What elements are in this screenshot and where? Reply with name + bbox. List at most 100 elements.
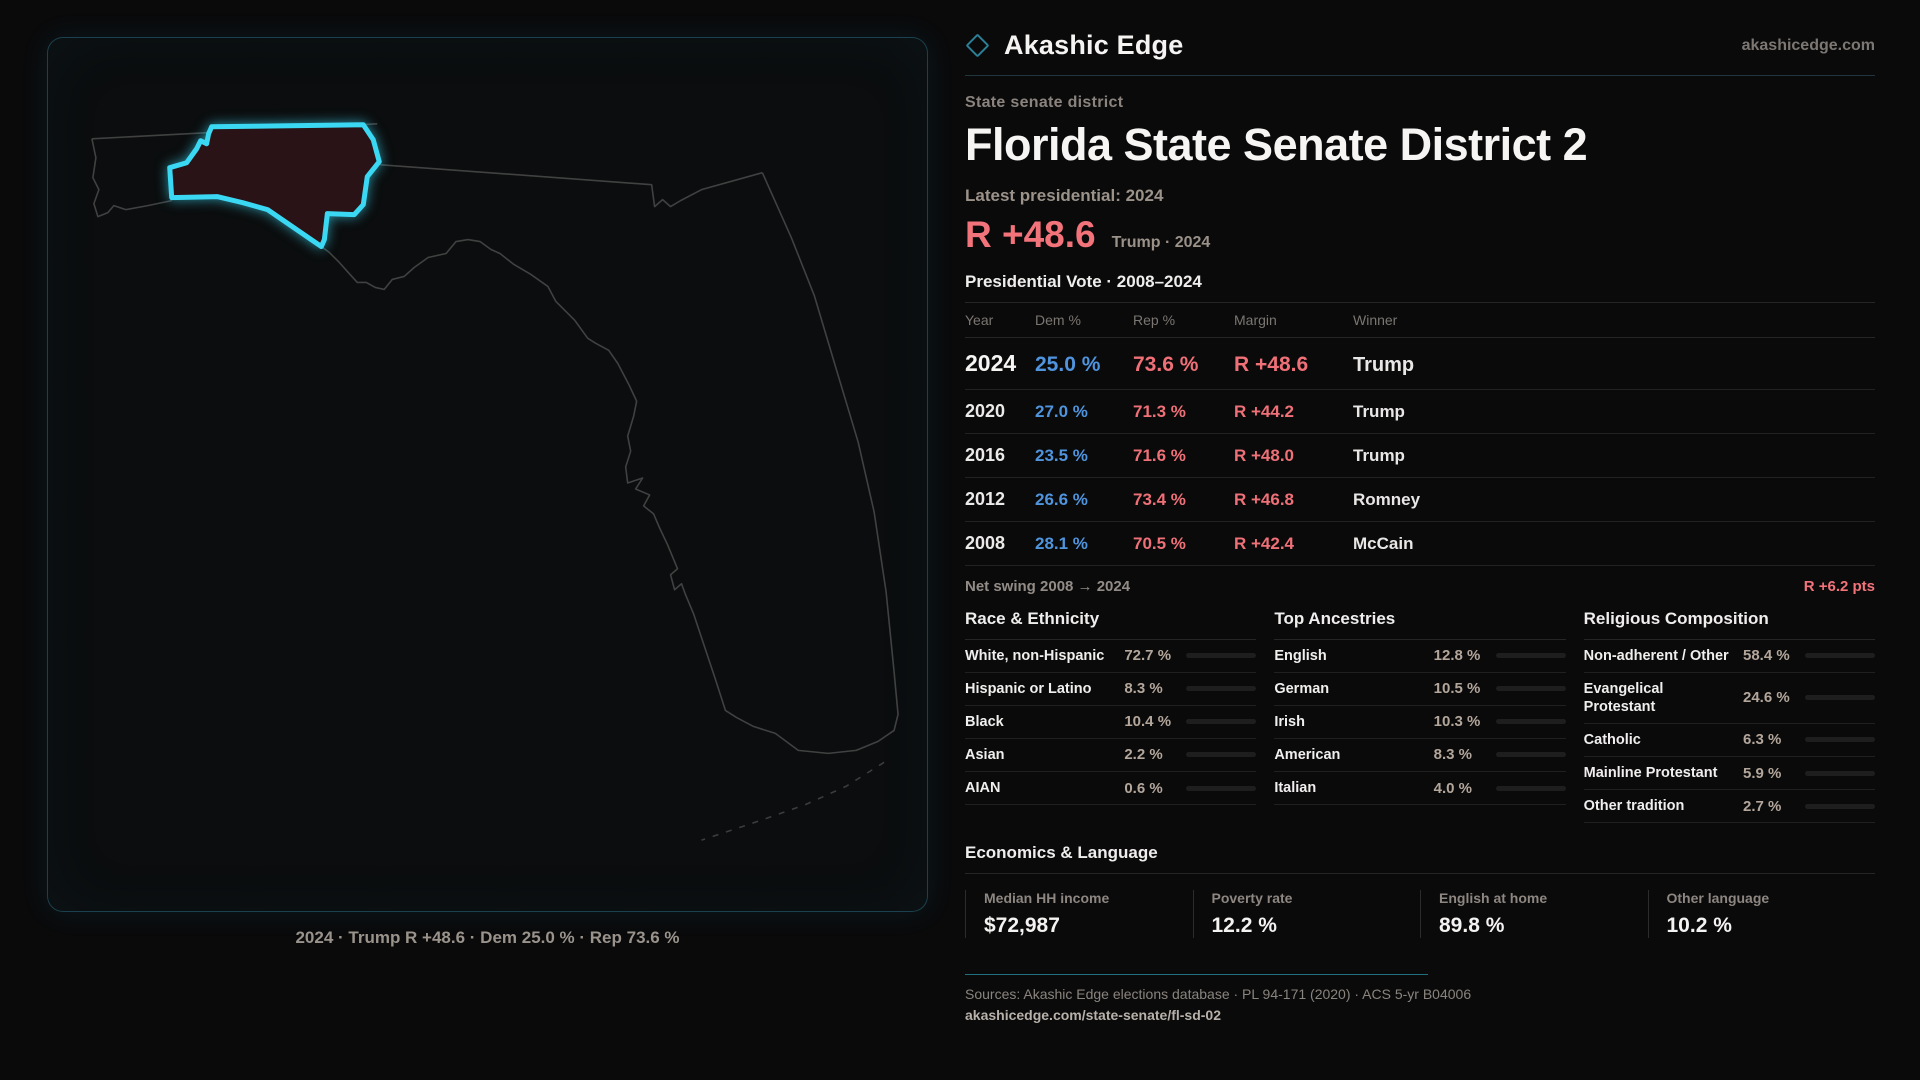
latest-presidential-label: Latest presidential: 2024 xyxy=(965,185,1164,205)
demo-row: Italian 4.0 % xyxy=(1274,772,1566,806)
demo-value: 4.0 % xyxy=(1433,779,1473,797)
demo-value: 24.6 % xyxy=(1743,689,1790,707)
demo-column: Top Ancestries English 12.8 % German 10.… xyxy=(1274,609,1566,824)
cell-year: 2008 xyxy=(965,532,1006,553)
demo-bar xyxy=(1805,770,1875,776)
demo-label: Asian xyxy=(965,746,1005,763)
florida-west-border xyxy=(91,138,172,218)
stat-block: Median HH income $72,987 xyxy=(965,890,1193,939)
header: Akashic Edge akashicedge.com xyxy=(965,30,1875,76)
stat-value: 12.2 % xyxy=(1211,914,1277,938)
district-map-panel xyxy=(47,37,928,912)
stat-label: Other language xyxy=(1666,890,1770,907)
demo-row: Catholic 6.3 % xyxy=(1583,724,1875,757)
stat-block: English at home 89.8 % xyxy=(1420,890,1648,939)
col-year: Year xyxy=(965,311,994,328)
margin-value: R +48.6 xyxy=(965,213,1096,255)
cell-year: 2024 xyxy=(965,349,1017,376)
stat-label: Median HH income xyxy=(984,890,1110,907)
cell-rep: 73.6 % xyxy=(1133,352,1199,376)
vote-table-row: 2012 26.6 % 73.4 % R +46.8 Romney xyxy=(965,478,1875,522)
sources-text: Sources: Akashic Edge elections database… xyxy=(965,986,1472,1003)
demo-row: English 12.8 % xyxy=(1274,640,1566,673)
demo-value: 8.3 % xyxy=(1124,680,1163,698)
demo-bar xyxy=(1495,785,1566,791)
net-swing-value: R +6.2 pts xyxy=(1803,577,1875,595)
footer: Sources: Akashic Edge elections database… xyxy=(965,974,1875,1025)
florida-map xyxy=(91,122,899,841)
demo-bar xyxy=(1805,803,1875,809)
demo-value: 6.3 % xyxy=(1743,731,1782,749)
stat-label: English at home xyxy=(1439,890,1548,907)
demo-bar xyxy=(1805,737,1875,743)
cell-margin: R +48.0 xyxy=(1234,445,1295,465)
col-dem: Dem % xyxy=(1035,311,1081,328)
stat-label: Poverty rate xyxy=(1211,890,1293,907)
demo-column: Religious Composition Non-adherent / Oth… xyxy=(1583,609,1875,824)
cell-winner: Romney xyxy=(1353,489,1421,509)
diamond-icon xyxy=(965,33,990,58)
demo-bar xyxy=(1495,653,1566,659)
cell-margin: R +48.6 xyxy=(1234,352,1309,376)
demo-bar xyxy=(1186,719,1257,725)
cell-margin: R +42.4 xyxy=(1234,533,1295,553)
permalink-link[interactable]: akashicedge.com/state-senate/fl-sd-02 xyxy=(965,1007,1221,1024)
cell-winner: Trump xyxy=(1353,353,1415,376)
demo-value: 10.3 % xyxy=(1433,713,1481,731)
demo-row: American 8.3 % xyxy=(1274,739,1566,772)
demo-value: 10.4 % xyxy=(1124,713,1172,731)
vote-table-title: Presidential Vote · 2008–2024 xyxy=(965,272,1875,303)
demo-label: Italian xyxy=(1274,780,1317,796)
demo-bar xyxy=(1186,653,1257,659)
page-title: Florida State Senate District 2 xyxy=(965,119,1588,170)
detail-panel: Akashic Edge akashicedge.com State senat… xyxy=(965,30,1875,1025)
demo-column: Race & Ethnicity White, non-Hispanic 72.… xyxy=(965,609,1257,824)
cell-rep: 70.5 % xyxy=(1133,533,1186,553)
demo-value: 2.2 % xyxy=(1124,746,1163,764)
demo-row: Asian 2.2 % xyxy=(965,739,1257,772)
cell-dem: 26.6 % xyxy=(1035,489,1088,509)
florida-coastline xyxy=(320,172,899,755)
footer-divider xyxy=(965,974,1428,976)
demo-row: AIAN 0.6 % xyxy=(965,772,1257,806)
net-swing-row: Net swing 2008 → 2024 R +6.2 pts xyxy=(965,566,1875,601)
demo-label: Catholic xyxy=(1583,731,1641,748)
cell-dem: 25.0 % xyxy=(1035,352,1101,376)
col-rep: Rep % xyxy=(1133,311,1176,328)
demo-value: 2.7 % xyxy=(1743,797,1782,815)
demo-bar xyxy=(1186,752,1257,758)
stat-value: 89.8 % xyxy=(1439,914,1505,938)
vote-table-row: 2016 23.5 % 71.6 % R +48.0 Trump xyxy=(965,434,1875,478)
brand-logo: Akashic Edge xyxy=(965,30,1183,61)
cell-rep: 73.4 % xyxy=(1133,489,1186,509)
demo-bar xyxy=(1495,719,1566,725)
demo-bar xyxy=(1186,686,1257,692)
demo-bar xyxy=(1495,752,1566,758)
demo-row: Black 10.4 % xyxy=(965,706,1257,739)
demo-label: Evangelical Protestant xyxy=(1583,680,1664,715)
demo-label: Black xyxy=(965,713,1004,730)
demo-label: Hispanic or Latino xyxy=(965,680,1092,697)
stat-block: Other language 10.2 % xyxy=(1647,890,1876,939)
demo-row: Evangelical Protestant 24.6 % xyxy=(1583,673,1875,724)
cell-year: 2020 xyxy=(965,400,1006,421)
demo-label: Other tradition xyxy=(1583,798,1685,815)
cell-winner: Trump xyxy=(1353,445,1405,465)
demo-column-title: Race & Ethnicity xyxy=(965,609,1257,640)
cell-dem: 27.0 % xyxy=(1035,401,1088,421)
demo-label: Non-adherent / Other xyxy=(1583,647,1729,664)
demo-bar xyxy=(1805,695,1875,701)
margin-context: Trump · 2024 xyxy=(1111,233,1211,251)
col-winner: Winner xyxy=(1353,311,1398,328)
kicker: State senate district xyxy=(965,94,1124,111)
demo-label: AIAN xyxy=(965,780,1001,796)
demo-value: 5.9 % xyxy=(1743,764,1782,782)
cell-dem: 28.1 % xyxy=(1035,533,1088,553)
site-domain-link[interactable]: akashicedge.com xyxy=(1741,36,1875,54)
brand-name: Akashic Edge xyxy=(1004,30,1184,60)
cell-margin: R +46.8 xyxy=(1234,489,1295,509)
district-shape xyxy=(167,122,382,250)
demo-row: German 10.5 % xyxy=(1274,673,1566,706)
demo-row: Hispanic or Latino 8.3 % xyxy=(965,673,1257,706)
vote-table-header: Year Dem % Rep % Margin Winner xyxy=(965,303,1875,338)
